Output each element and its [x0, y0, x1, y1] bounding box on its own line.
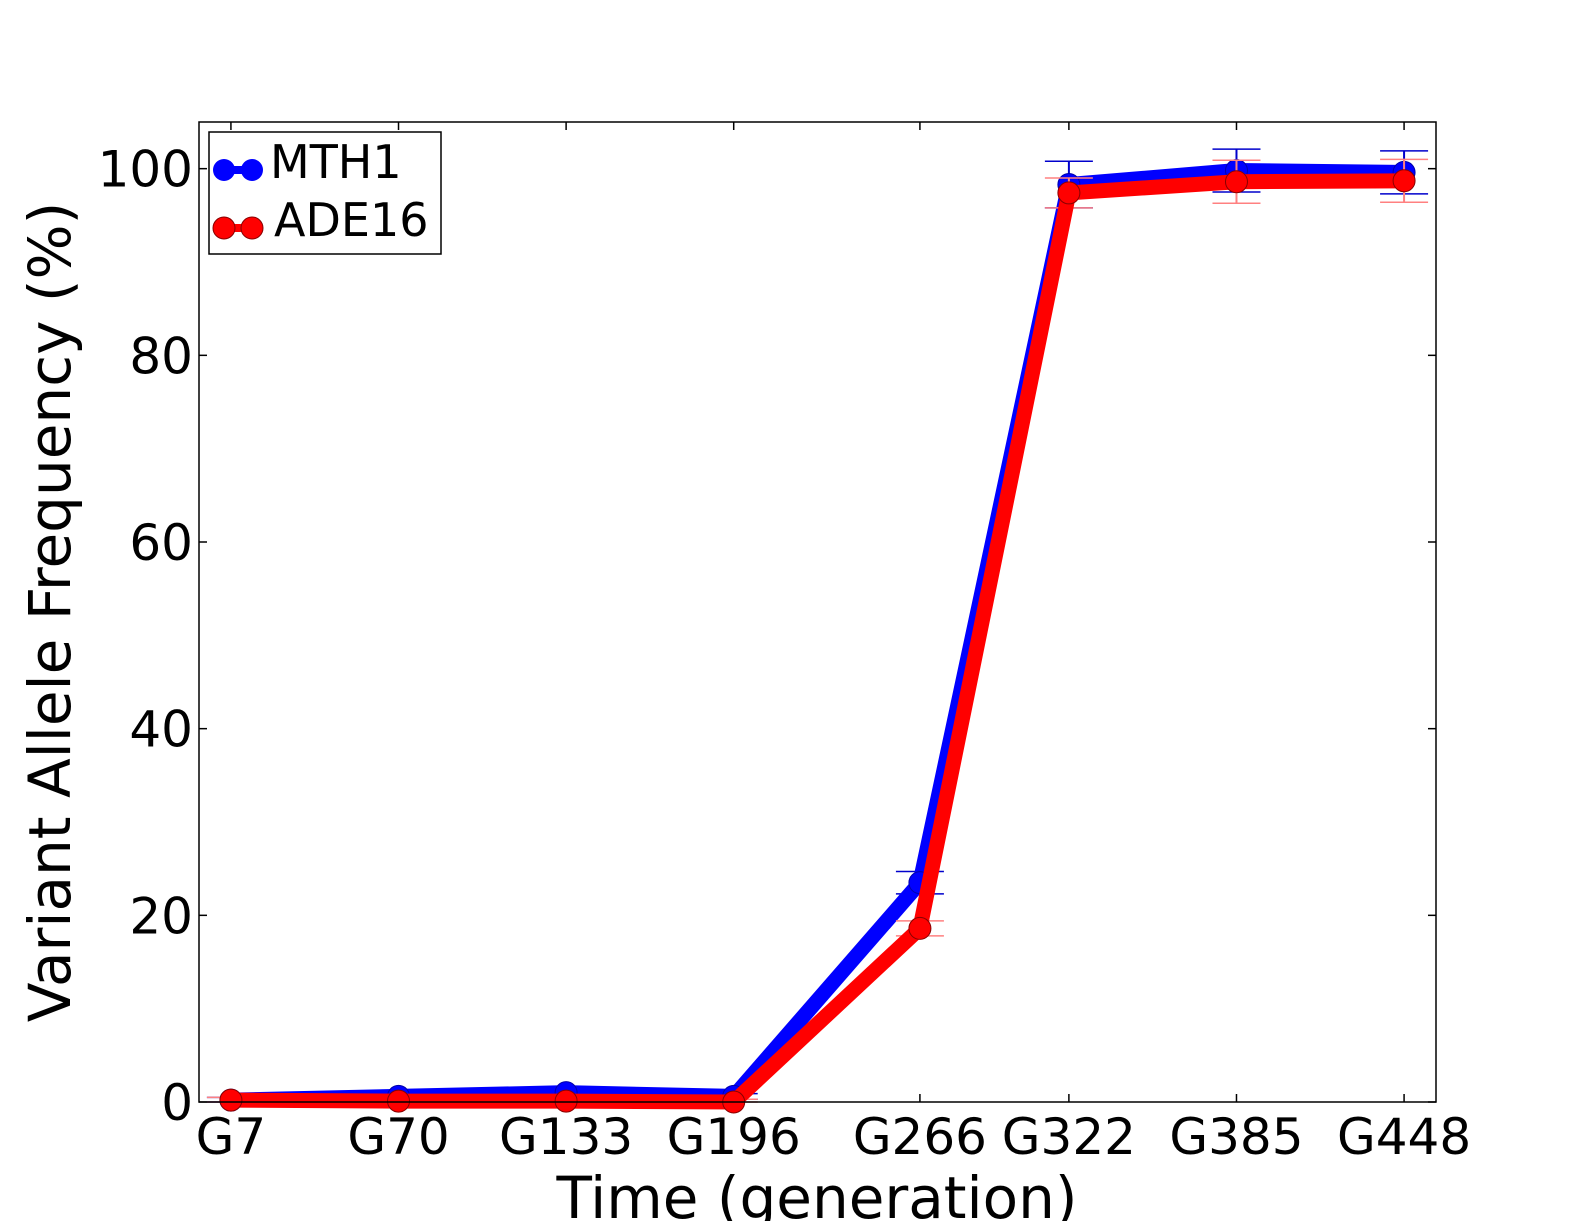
series-ade16: [206, 158, 1429, 1114]
data-point-ade16: [908, 916, 932, 940]
y-tick-label: 20: [129, 887, 193, 945]
data-point-ade16: [1392, 169, 1416, 193]
series-line-ade16: [230, 173, 1405, 1110]
data-point-ade16: [387, 1089, 411, 1113]
data-point-ade16: [554, 1089, 578, 1113]
y-tick-label: 100: [98, 141, 193, 199]
y-tick-label: 0: [161, 1074, 193, 1132]
x-tick-label: G322: [1002, 1108, 1136, 1166]
legend-marker-mth1: [213, 159, 235, 181]
plot-frame: [198, 121, 1437, 1103]
data-point-ade16: [219, 1088, 243, 1112]
legend: MTH1 ADE16: [208, 131, 442, 255]
legend-label-mth1: MTH1: [270, 135, 402, 189]
x-tick-label: G266: [853, 1108, 987, 1166]
x-tick-label: G385: [1169, 1108, 1303, 1166]
x-tick-label: G448: [1337, 1108, 1471, 1166]
legend-entry-mth1: MTH1: [213, 135, 402, 189]
legend-label-ade16: ADE16: [274, 193, 429, 247]
series-layer: [206, 148, 1429, 1114]
legend-marker-ade16: [240, 216, 264, 240]
legend-marker-mth1: [241, 159, 263, 181]
plot-area: [199, 122, 1436, 1102]
x-tick-label: G7: [196, 1108, 267, 1166]
y-tick-label: 80: [129, 327, 193, 385]
x-tick-label: G196: [667, 1108, 801, 1166]
legend-entry-ade16: ADE16: [212, 193, 429, 247]
x-axis-label: Time (generation): [555, 1164, 1077, 1221]
data-point-ade16: [1224, 170, 1248, 194]
y-axis-label: Variant Allele Frequency (%): [16, 202, 84, 1022]
x-tick-label: G70: [347, 1108, 449, 1166]
legend-marker-ade16: [212, 216, 236, 240]
y-tick-label: 60: [129, 514, 193, 572]
y-tick-labels: 0 20 40 60 80 100: [98, 141, 193, 1132]
x-tick-labels: G7 G70 G133 G196 G266 G322 G385 G448: [196, 1108, 1472, 1166]
y-tick-label: 40: [129, 701, 193, 759]
data-point-ade16: [1057, 181, 1081, 205]
x-tick-label: G133: [499, 1108, 633, 1166]
